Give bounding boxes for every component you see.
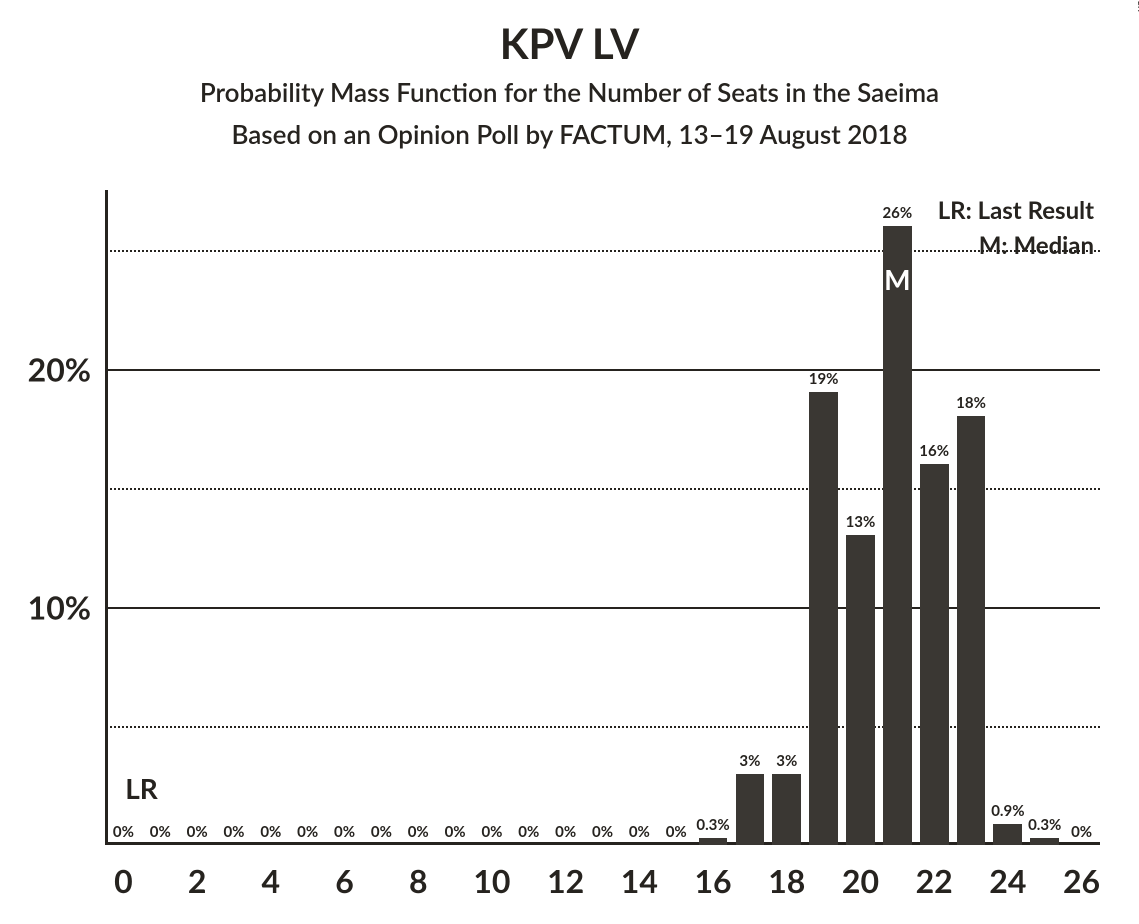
bar-value-label: 0% <box>150 823 171 841</box>
bar-value-label: 0% <box>297 823 318 841</box>
copyright-text: © 2018 Filip van Laenen <box>1135 0 1139 12</box>
bar <box>920 464 949 845</box>
bar <box>846 535 875 845</box>
bar-value-label: 0% <box>187 823 208 841</box>
bar-value-label: 0% <box>481 823 502 841</box>
bar-value-label: 0% <box>592 823 613 841</box>
bar-value-label: 0% <box>445 823 466 841</box>
bar <box>699 838 728 845</box>
bar-value-label: 0.3% <box>1028 816 1061 834</box>
bar-value-label: 0% <box>371 823 392 841</box>
y-tick-label: 10% <box>28 587 105 626</box>
bar <box>736 774 765 845</box>
gridline <box>105 250 1100 252</box>
plot-area: LR: Last Result M: Median 10%20%02468101… <box>105 190 1100 845</box>
median-marker: M <box>884 262 910 296</box>
bar-value-label: 3% <box>776 752 797 770</box>
bar-value-label: 18% <box>956 394 986 412</box>
bar-value-label: 13% <box>846 513 876 531</box>
bar-value-label: 0% <box>408 823 429 841</box>
x-tick-label: 18 <box>768 845 805 900</box>
gridline <box>105 369 1100 371</box>
legend-line-m: M: Median <box>938 231 1094 260</box>
bar-value-label: 19% <box>809 370 839 388</box>
chart-title: KPV LV <box>0 18 1139 68</box>
bar <box>772 774 801 845</box>
chart-subtitle-2: Based on an Opinion Poll by FACTUM, 13–1… <box>0 118 1139 150</box>
bar-value-label: 26% <box>882 204 912 222</box>
bar-value-label: 0.9% <box>991 802 1024 820</box>
x-tick-label: 4 <box>262 845 281 900</box>
x-tick-label: 24 <box>989 845 1026 900</box>
bar <box>993 824 1022 845</box>
x-tick-label: 10 <box>473 845 510 900</box>
y-tick-label: 20% <box>28 349 105 388</box>
gridline <box>105 488 1100 490</box>
y-axis-line <box>105 190 108 845</box>
bar-value-label: 3% <box>739 752 760 770</box>
chart-subtitle-1: Probability Mass Function for the Number… <box>0 76 1139 108</box>
x-tick-label: 20 <box>842 845 879 900</box>
x-tick-label: 14 <box>621 845 658 900</box>
x-tick-label: 2 <box>188 845 207 900</box>
bar <box>809 392 838 845</box>
bar <box>1030 838 1059 845</box>
bar-value-label: 0% <box>334 823 355 841</box>
x-tick-label: 12 <box>547 845 584 900</box>
x-tick-label: 6 <box>335 845 354 900</box>
gridline <box>105 726 1100 728</box>
bar-value-label: 16% <box>919 442 949 460</box>
x-tick-label: 16 <box>694 845 731 900</box>
bar-value-label: 0.3% <box>696 816 729 834</box>
last-result-marker: LR <box>125 771 158 805</box>
bar-value-label: 0% <box>666 823 687 841</box>
bar-value-label: 0% <box>223 823 244 841</box>
gridline <box>105 607 1100 609</box>
x-tick-label: 22 <box>916 845 953 900</box>
bar-value-label: 0% <box>1071 823 1092 841</box>
legend-line-lr: LR: Last Result <box>938 196 1094 225</box>
x-tick-label: 26 <box>1063 845 1100 900</box>
x-tick-label: 0 <box>114 845 133 900</box>
bar-value-label: 0% <box>555 823 576 841</box>
bar-value-label: 0% <box>518 823 539 841</box>
bar-value-label: 0% <box>260 823 281 841</box>
bar <box>957 416 986 845</box>
bar <box>883 226 912 845</box>
bar-value-label: 0% <box>629 823 650 841</box>
chart-container: KPV LV Probability Mass Function for the… <box>0 0 1139 924</box>
bar-value-label: 0% <box>113 823 134 841</box>
x-tick-label: 8 <box>409 845 428 900</box>
